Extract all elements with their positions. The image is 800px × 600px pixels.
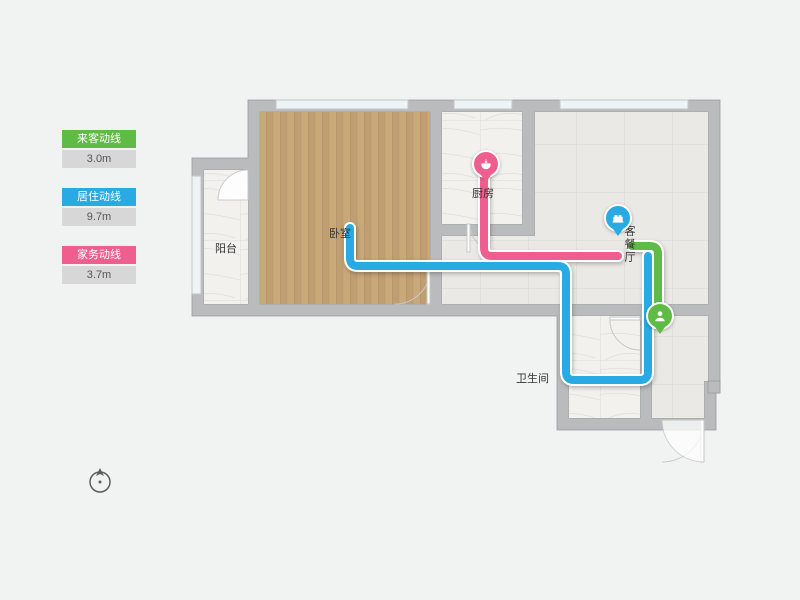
legend-label-living: 居住动线 (62, 188, 136, 206)
legend-label-guest: 来客动线 (62, 130, 136, 148)
floor-bedroom (260, 112, 430, 304)
label-bedroom: 卧室 (329, 225, 351, 241)
legend-item-chore: 家务动线 3.7m (62, 246, 136, 284)
badge-guest-icon (646, 302, 674, 330)
legend-value-chore: 3.7m (62, 266, 136, 284)
label-kitchen: 厨房 (472, 185, 494, 201)
label-balcony: 阳台 (215, 240, 237, 256)
legend-value-living: 9.7m (62, 208, 136, 226)
compass-icon (85, 465, 115, 495)
legend-item-guest: 来客动线 3.0m (62, 130, 136, 168)
label-bathroom: 卫生间 (516, 370, 549, 386)
badge-living-icon (604, 204, 632, 232)
legend-value-guest: 3.0m (62, 150, 136, 168)
floor-plan-canvas: 来客动线 3.0m 居住动线 9.7m 家务动线 3.7m (0, 0, 800, 600)
legend: 来客动线 3.0m 居住动线 9.7m 家务动线 3.7m (62, 130, 136, 304)
floor-bathroom (569, 316, 640, 418)
legend-item-living: 居住动线 9.7m (62, 188, 136, 226)
floor-plan: 阳台 卧室 厨房 客餐厅 卫生间 (180, 85, 725, 505)
legend-label-chore: 家务动线 (62, 246, 136, 264)
badge-chore-icon (472, 150, 500, 178)
